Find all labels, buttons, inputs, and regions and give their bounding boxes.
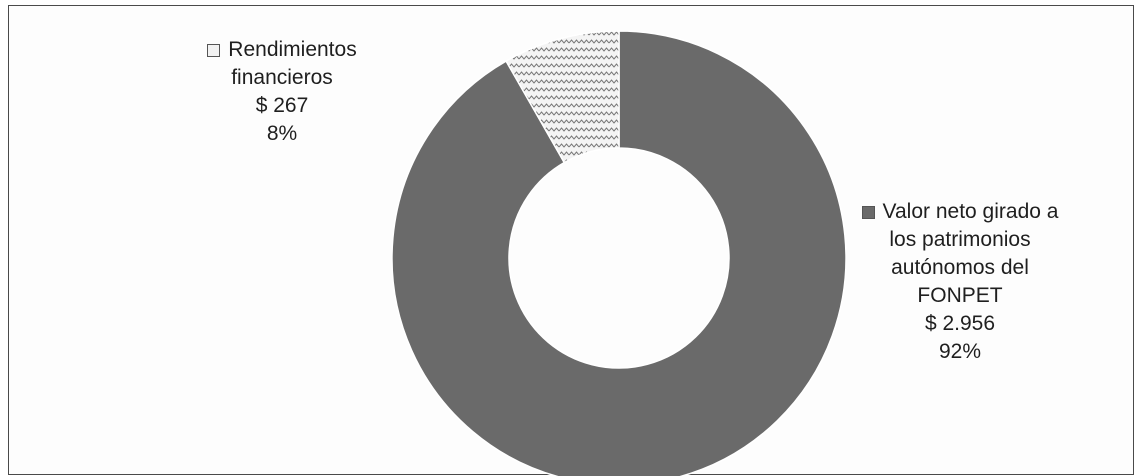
rendimientos-swatch [207, 44, 221, 57]
fonpet-name-line-4: FONPET [917, 284, 1003, 307]
fonpet-swatch [861, 206, 875, 219]
donut-slices [391, 30, 847, 476]
donut-slice-rendimientos [505, 30, 620, 164]
slice-label-fonpet-line-1: Valor neto girado a [835, 198, 1085, 226]
rendimientos-percent-label: 8% [266, 122, 298, 145]
slice-label-fonpet: Valor neto girado a los patrimonios autó… [835, 198, 1085, 366]
rendimientos-value-label: $ 267 [255, 94, 309, 117]
donut-chart [391, 30, 847, 476]
chart-frame: Valor neto girado a los patrimonios autó… [8, 5, 1134, 476]
fonpet-name-line-1: Valor neto girado a [882, 200, 1059, 223]
slice-label-rendimientos: Rendimientos financieros $ 267 8% [177, 36, 387, 148]
fonpet-value-label: $ 2.956 [924, 312, 996, 335]
fonpet-percent-label: 92% [938, 340, 982, 363]
rendimientos-name-line-1: Rendimientos [228, 38, 357, 61]
fonpet-name-line-3: autónomos del [891, 256, 1029, 279]
donut-slice-fonpet [391, 30, 847, 476]
slice-label-rendimientos-line-1: Rendimientos [177, 36, 387, 64]
rendimientos-name-line-2: financieros [231, 66, 333, 89]
fonpet-name-line-2: los patrimonios [889, 228, 1031, 251]
